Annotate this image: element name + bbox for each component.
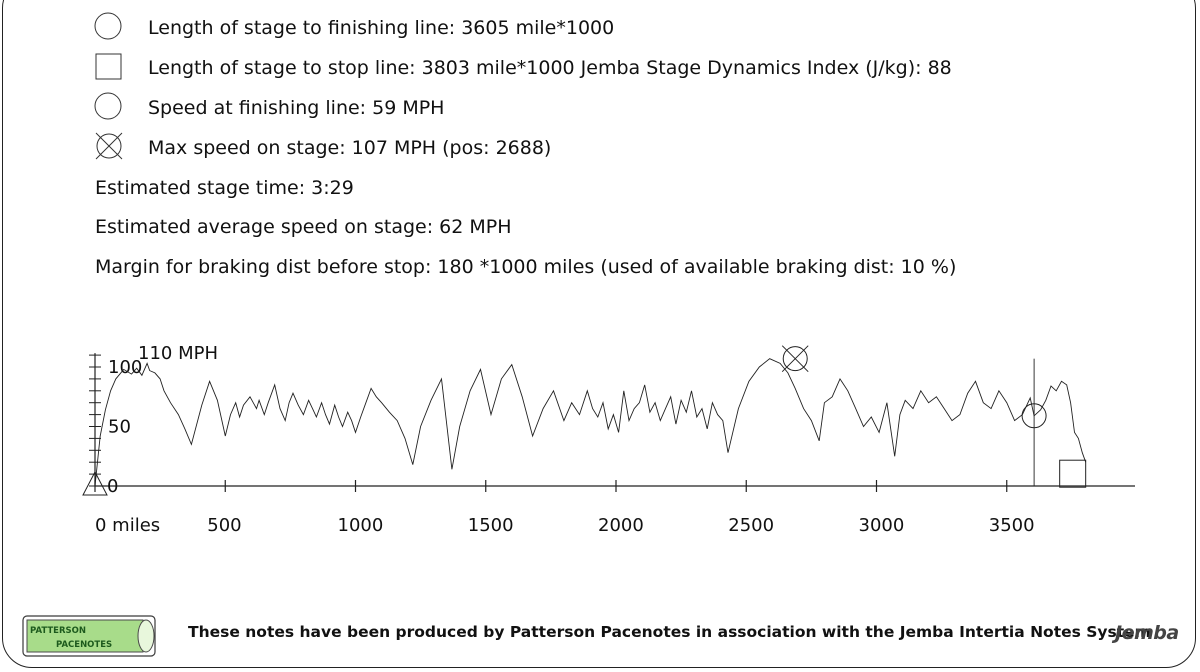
y-tick-label: 100 [108, 357, 142, 378]
x-tick-label: 0 miles [95, 515, 160, 536]
start-marker [82, 470, 108, 496]
x-tick-label: 500 [207, 515, 241, 536]
stop-square-icon [95, 53, 122, 80]
max-speed-text: Max speed on stage: 107 MPH (pos: 2688) [148, 137, 552, 159]
finish-speed-text: Speed at finishing line: 59 MPH [148, 97, 445, 119]
stop-length-text: Length of stage to stop line: 3803 mile*… [148, 57, 952, 79]
x-tick-label: 3000 [859, 515, 905, 536]
x-tick-label: 1000 [338, 515, 384, 536]
x-tick-label: 3500 [989, 515, 1035, 536]
speed-profile-chart: 0 miles 500 1000 1500 2000 2500 3000 3500 0 50 100… [82, 343, 1135, 536]
jemba-logo: Jemba [1115, 622, 1179, 644]
logo-line1: PATTERSON [30, 626, 86, 636]
average-speed-text: Estimated average speed on stage: 62 MPH [95, 216, 512, 238]
finish-marker [1021, 403, 1047, 429]
logo-line2: PACENOTES [56, 640, 112, 650]
x-tick-label: 1500 [468, 515, 514, 536]
max-speed-marker-cross [781, 345, 809, 373]
patterson-pacenotes-logo: PATTERSON PACENOTES [22, 615, 156, 657]
max-speed-crossed-circle-icon [95, 132, 123, 160]
stage-time-text: Estimated stage time: 3:29 [95, 177, 354, 199]
y-tick-label: 50 [108, 417, 131, 438]
y-tick-label: 0 [107, 476, 118, 497]
speed-circle-icon [94, 92, 122, 120]
speed-line [94, 358, 1087, 487]
x-tick-label: 2500 [728, 515, 774, 536]
finish-circle-icon [94, 12, 122, 40]
finish-length-text: Length of stage to finishing line: 3605 … [148, 17, 615, 39]
stop-marker [1059, 459, 1087, 488]
x-tick-label: 2000 [598, 515, 644, 536]
braking-margin-text: Margin for braking dist before stop: 180… [95, 256, 957, 278]
footer-credit: These notes have been produced by Patter… [188, 623, 1151, 641]
y-max-label: 110 MPH [138, 343, 218, 364]
max-speed-marker [782, 346, 808, 372]
